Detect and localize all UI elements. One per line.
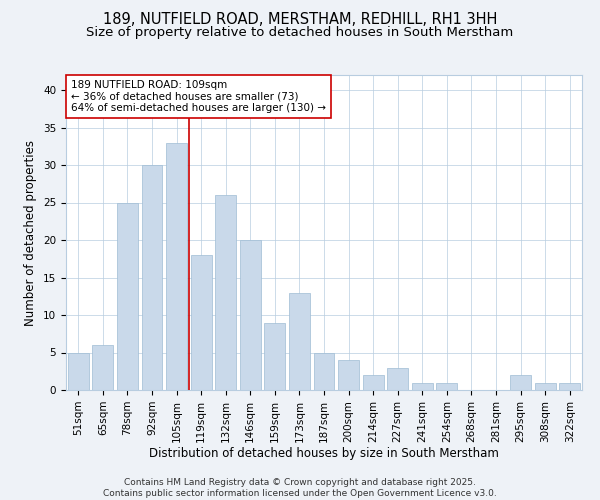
Bar <box>314 352 334 390</box>
X-axis label: Distribution of detached houses by size in South Merstham: Distribution of detached houses by size … <box>149 448 499 460</box>
Bar <box>265 322 286 390</box>
Bar <box>338 360 359 390</box>
Bar <box>559 382 580 390</box>
Bar <box>68 352 89 390</box>
Bar <box>510 375 531 390</box>
Bar <box>240 240 261 390</box>
Bar <box>436 382 457 390</box>
Bar <box>362 375 383 390</box>
Text: 189 NUTFIELD ROAD: 109sqm
← 36% of detached houses are smaller (73)
64% of semi-: 189 NUTFIELD ROAD: 109sqm ← 36% of detac… <box>71 80 326 113</box>
Bar <box>535 382 556 390</box>
Text: Size of property relative to detached houses in South Merstham: Size of property relative to detached ho… <box>86 26 514 39</box>
Bar <box>412 382 433 390</box>
Bar <box>166 142 187 390</box>
Bar <box>92 345 113 390</box>
Bar <box>215 195 236 390</box>
Bar <box>387 368 408 390</box>
Bar <box>117 202 138 390</box>
Y-axis label: Number of detached properties: Number of detached properties <box>25 140 37 326</box>
Text: 189, NUTFIELD ROAD, MERSTHAM, REDHILL, RH1 3HH: 189, NUTFIELD ROAD, MERSTHAM, REDHILL, R… <box>103 12 497 28</box>
Bar <box>289 292 310 390</box>
Bar <box>142 165 163 390</box>
Bar <box>191 255 212 390</box>
Text: Contains HM Land Registry data © Crown copyright and database right 2025.
Contai: Contains HM Land Registry data © Crown c… <box>103 478 497 498</box>
